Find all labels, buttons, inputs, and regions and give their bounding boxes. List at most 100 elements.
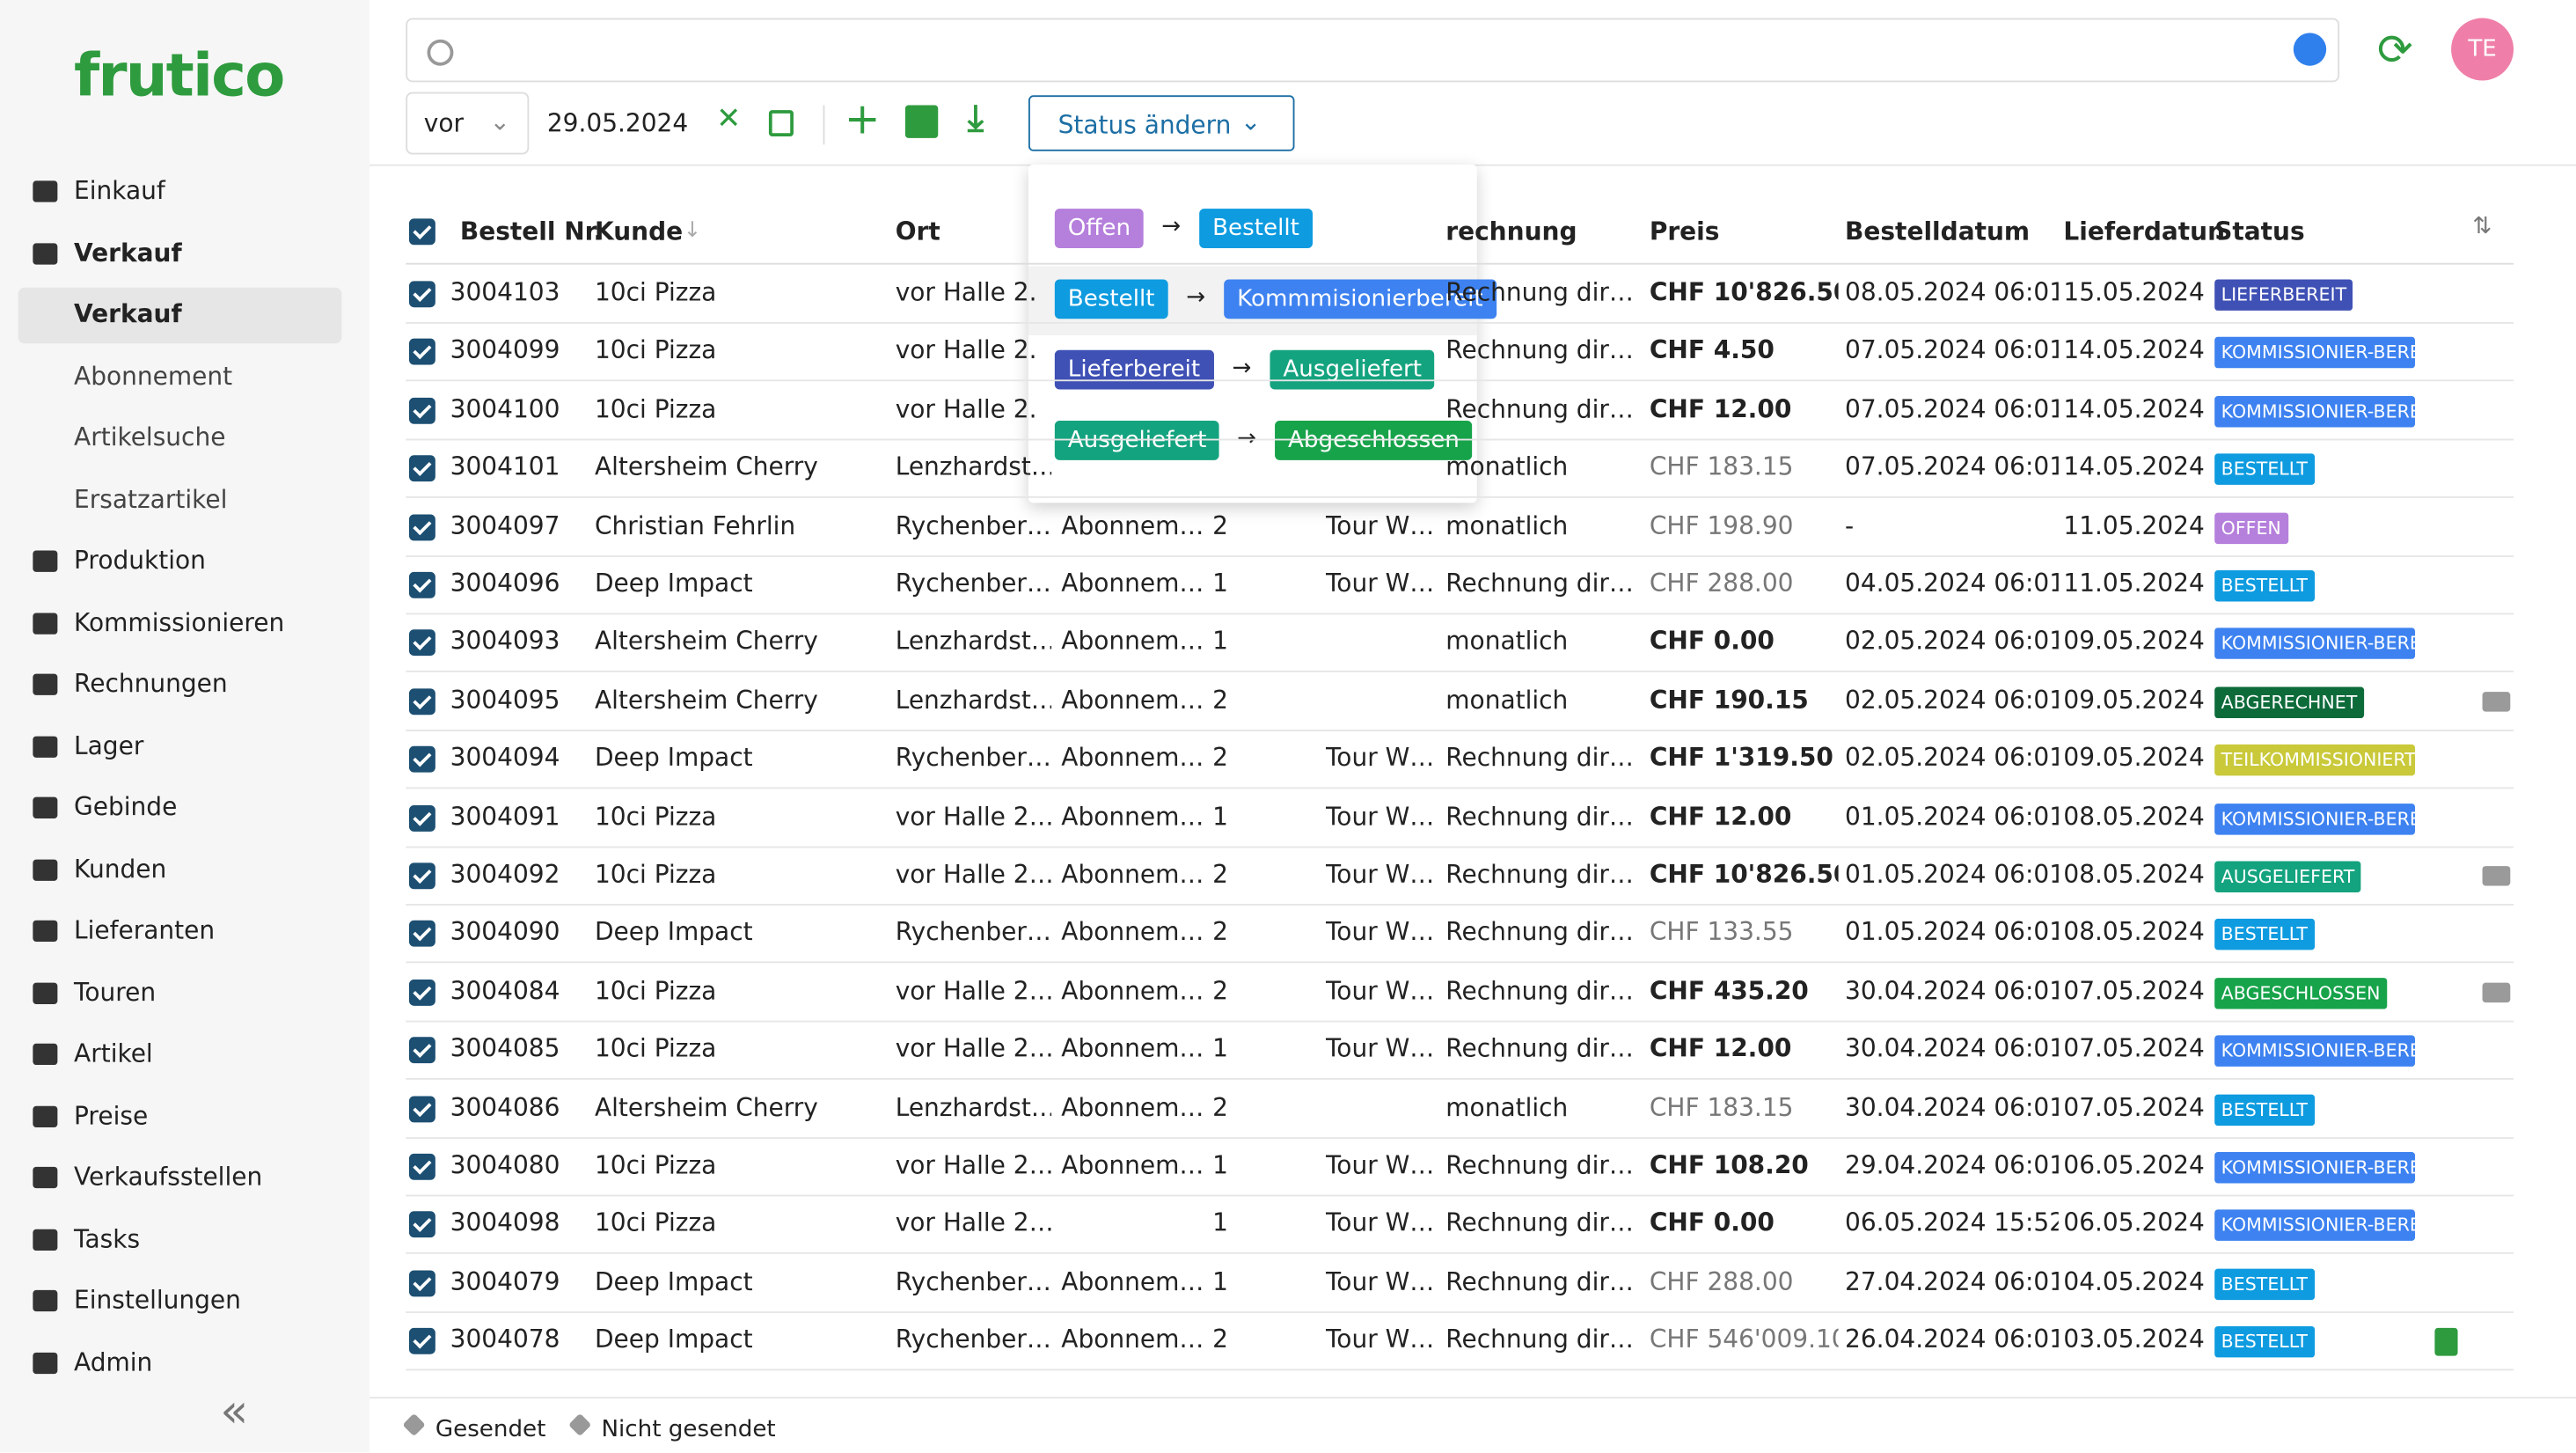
nav-item[interactable]: Rechnungen xyxy=(74,669,228,699)
nav-subitem[interactable]: Ersatzartikel xyxy=(74,483,228,514)
row-border xyxy=(406,496,2514,499)
cell: 3004080 xyxy=(450,1150,560,1180)
cell: CHF 4.50 xyxy=(1649,335,1775,366)
nav-item[interactable]: Preise xyxy=(74,1100,149,1130)
status-badge: BESTELLT xyxy=(2214,1268,2315,1300)
nav-item[interactable]: Touren xyxy=(74,977,157,1007)
clear-date[interactable]: ✕ xyxy=(716,101,742,136)
nav-item[interactable]: Admin xyxy=(74,1347,153,1376)
row-checkbox[interactable] xyxy=(408,862,435,890)
row-checkbox[interactable] xyxy=(408,1153,435,1180)
row-checkbox[interactable] xyxy=(408,746,435,774)
status-chip[interactable]: Ausgeliefert xyxy=(1270,349,1436,390)
status-chip[interactable]: Bestellt xyxy=(1054,279,1168,319)
status-button[interactable]: Status ändern ⌄ xyxy=(1028,95,1295,151)
row-checkbox[interactable] xyxy=(408,688,435,715)
column-header[interactable]: Ort xyxy=(895,216,940,247)
select-all-checkbox[interactable] xyxy=(408,218,435,246)
row-checkbox[interactable] xyxy=(408,571,435,598)
cell: Rychenber… xyxy=(895,743,1051,774)
nav-item[interactable]: Einstellungen xyxy=(74,1285,241,1315)
nav-item[interactable]: Lieferanten xyxy=(74,915,216,945)
row-checkbox[interactable] xyxy=(408,1037,435,1064)
row-checkbox[interactable] xyxy=(408,629,435,657)
add-store-button[interactable] xyxy=(904,105,939,138)
nav-item[interactable]: Kunden xyxy=(74,854,167,884)
column-header[interactable]: Bestell Nr. xyxy=(459,216,604,247)
cell: vor Halle 2… xyxy=(895,801,1052,832)
refresh-button[interactable]: ⟳ xyxy=(2377,26,2413,76)
row-checkbox[interactable] xyxy=(408,1095,435,1122)
row-checkbox[interactable] xyxy=(408,804,435,832)
row-checkbox[interactable] xyxy=(408,339,435,366)
cell: 2 xyxy=(1212,975,1228,1006)
column-header[interactable]: rechnung xyxy=(1445,216,1577,247)
mail-icon[interactable] xyxy=(2482,866,2511,886)
nav-item[interactable]: Tasks xyxy=(74,1223,141,1253)
nav-icon xyxy=(33,1043,58,1066)
nav-item[interactable]: Kommissionieren xyxy=(74,606,285,637)
clipboard-icon[interactable] xyxy=(2434,1328,2458,1356)
column-header[interactable]: Status xyxy=(2214,216,2305,247)
row-checkbox[interactable] xyxy=(408,513,435,540)
cell: 3004096 xyxy=(450,569,560,598)
nav-item[interactable]: Gebinde xyxy=(74,792,178,822)
row-checkbox[interactable] xyxy=(408,397,435,424)
row-checkbox[interactable] xyxy=(408,1328,435,1355)
mail-icon[interactable] xyxy=(2482,691,2511,712)
nav-item[interactable]: Verkauf xyxy=(74,237,182,268)
cell: Rychenber… xyxy=(895,1325,1051,1355)
status-chip[interactable]: Lieferbereit xyxy=(1054,349,1214,390)
avatar[interactable]: TE xyxy=(2451,18,2514,81)
status-chip[interactable]: Abgeschlossen xyxy=(1275,421,1473,460)
row-checkbox[interactable] xyxy=(408,979,435,1006)
status-chip[interactable]: Ausgeliefert xyxy=(1054,421,1220,460)
mail-icon[interactable] xyxy=(2482,982,2511,1002)
cell: Rechnung dir… xyxy=(1445,393,1634,424)
nav-item[interactable]: Einkauf xyxy=(74,175,165,206)
nav-icon xyxy=(33,1351,58,1374)
cell: 3004093 xyxy=(450,627,560,657)
nav-item[interactable]: Produktion xyxy=(74,545,206,576)
nav-item[interactable]: Lager xyxy=(74,730,144,760)
collapse-button[interactable]: « xyxy=(220,1383,249,1438)
cell: 02.05.2024 06:01 xyxy=(1845,685,2059,715)
column-header[interactable]: Kunde xyxy=(594,216,684,247)
column-header[interactable]: Bestelldatum xyxy=(1845,216,2031,247)
status-chip[interactable]: Bestellt xyxy=(1199,209,1313,248)
row-checkbox[interactable] xyxy=(408,281,435,308)
nav-subitem[interactable]: Artikelsuche xyxy=(74,422,226,452)
add-button[interactable]: + xyxy=(844,95,881,145)
column-header[interactable]: Preis xyxy=(1649,216,1720,247)
nav-item[interactable]: Artikel xyxy=(74,1038,153,1068)
status-chip[interactable]: Kommmisionierbereit xyxy=(1224,279,1497,319)
nav-subitem[interactable]: Abonnement xyxy=(74,360,233,391)
cell: Abonnem… xyxy=(1061,975,1204,1006)
cell: 2 xyxy=(1212,1325,1228,1355)
cell: 02.05.2024 06:01 xyxy=(1845,743,2059,774)
status-chip[interactable]: Offen xyxy=(1054,209,1144,248)
date-input[interactable]: 29.05.2024 xyxy=(546,108,689,138)
row-checkbox[interactable] xyxy=(408,921,435,948)
column-settings[interactable]: ⇅ xyxy=(2472,213,2492,240)
period-select[interactable]: vor ⌄ xyxy=(406,92,530,155)
row-checkbox[interactable] xyxy=(408,1211,435,1238)
column-header[interactable]: Lieferdatun xyxy=(2063,216,2226,247)
search-bar[interactable] xyxy=(406,18,2340,83)
row-border xyxy=(406,1136,2514,1139)
nav-item[interactable]: Verkaufsstellen xyxy=(74,1162,263,1192)
calendar-button[interactable] xyxy=(768,110,794,136)
cell: 10ci Pizza xyxy=(594,801,717,832)
cell: Tour W… xyxy=(1325,975,1435,1006)
row-checkbox[interactable] xyxy=(408,455,435,482)
cell: 3004085 xyxy=(450,1033,560,1064)
nav-subitem[interactable]: Verkauf xyxy=(74,298,182,329)
status-badge: ABGERECHNET xyxy=(2214,686,2364,718)
status-badge: OFFEN xyxy=(2214,511,2288,544)
cell: Abonnem… xyxy=(1061,1266,1204,1296)
cell: 07.05.2024 xyxy=(2063,975,2205,1006)
download-button[interactable]: ⤓ xyxy=(967,99,984,140)
row-border xyxy=(406,845,2514,848)
cell: vor Halle 2… xyxy=(895,975,1052,1006)
row-checkbox[interactable] xyxy=(408,1270,435,1296)
